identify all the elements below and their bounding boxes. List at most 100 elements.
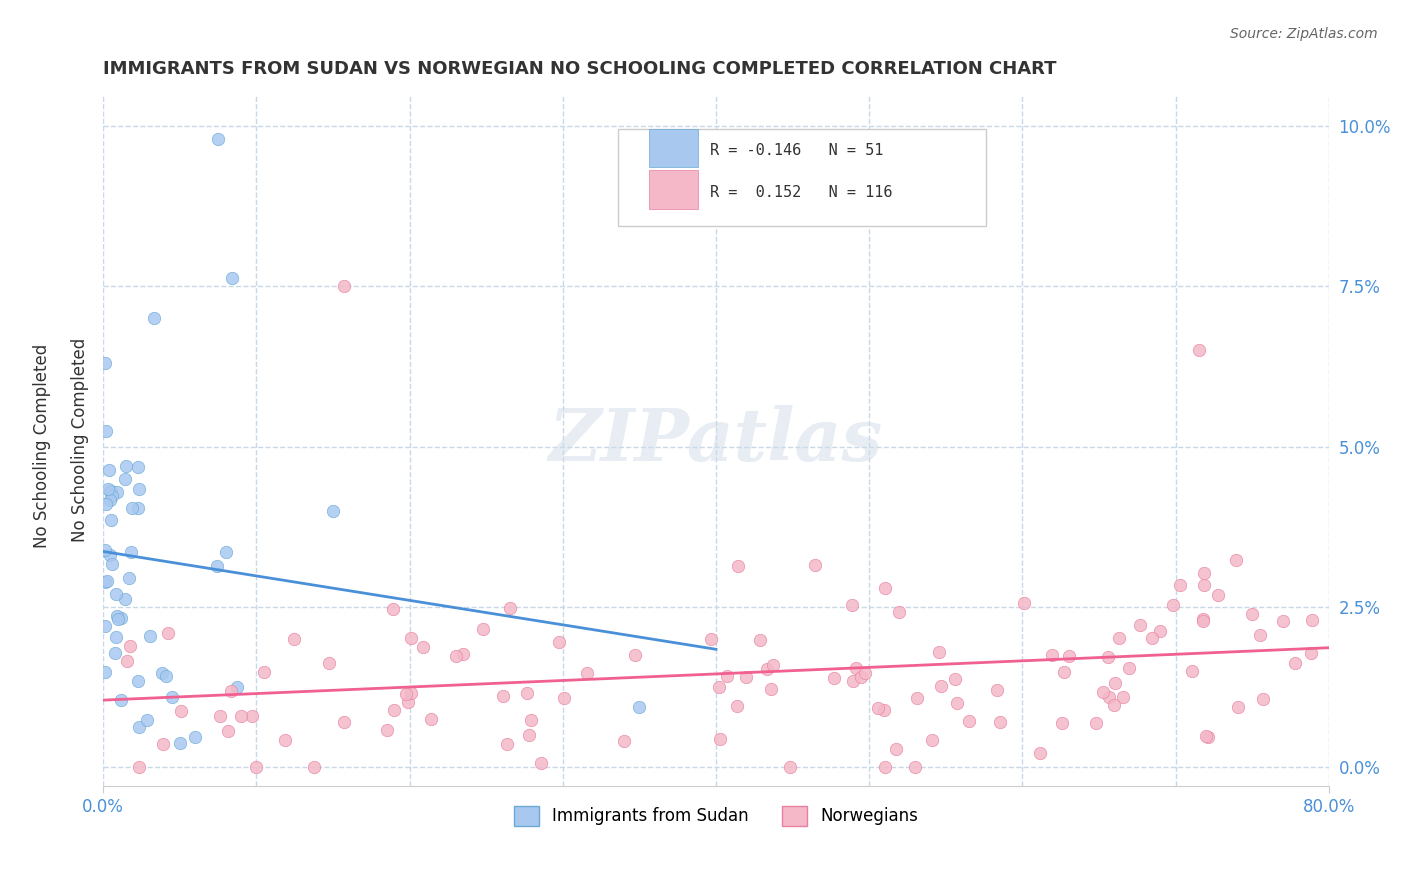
Bar bbox=[648, 129, 697, 167]
Point bbox=[986, 683, 1008, 698]
Point bbox=[105, 587, 128, 601]
Point bbox=[128, 720, 150, 734]
Point bbox=[207, 132, 229, 146]
Point bbox=[240, 709, 263, 723]
Bar bbox=[648, 170, 697, 209]
Text: No Schooling Completed: No Schooling Completed bbox=[34, 344, 51, 548]
Point bbox=[160, 690, 183, 705]
Point bbox=[1192, 612, 1215, 626]
Point bbox=[904, 759, 927, 773]
Point bbox=[1249, 628, 1271, 642]
Point bbox=[444, 648, 467, 663]
Point bbox=[1012, 595, 1035, 609]
Point bbox=[217, 724, 239, 739]
FancyBboxPatch shape bbox=[617, 129, 986, 226]
Point bbox=[553, 691, 575, 706]
Point bbox=[624, 648, 647, 663]
Point bbox=[1118, 661, 1140, 675]
Point bbox=[1301, 646, 1323, 660]
Point bbox=[97, 463, 120, 477]
Point bbox=[779, 759, 801, 773]
Point bbox=[395, 687, 418, 701]
Point bbox=[748, 632, 770, 647]
Point bbox=[127, 500, 149, 515]
Point bbox=[1192, 614, 1215, 628]
Text: ZIPatlas: ZIPatlas bbox=[548, 405, 883, 475]
Point bbox=[451, 647, 474, 661]
Point bbox=[921, 732, 943, 747]
Point bbox=[399, 631, 422, 645]
Point bbox=[115, 459, 138, 474]
Point bbox=[155, 669, 177, 683]
Point bbox=[105, 608, 128, 623]
Point bbox=[219, 683, 242, 698]
Point bbox=[127, 674, 149, 689]
Point bbox=[1052, 716, 1074, 731]
Point bbox=[1149, 624, 1171, 639]
Point bbox=[1053, 665, 1076, 679]
Text: Source: ZipAtlas.com: Source: ZipAtlas.com bbox=[1230, 27, 1378, 41]
Point bbox=[333, 715, 356, 730]
Point bbox=[128, 759, 150, 773]
Point bbox=[905, 690, 928, 705]
Point bbox=[868, 701, 890, 715]
Point bbox=[709, 731, 731, 746]
Point bbox=[1142, 632, 1164, 646]
Point bbox=[381, 602, 404, 616]
Point bbox=[1163, 598, 1185, 612]
Point bbox=[628, 700, 651, 714]
Point bbox=[401, 686, 423, 700]
Point bbox=[105, 630, 128, 644]
Point bbox=[100, 483, 122, 498]
Point bbox=[946, 697, 969, 711]
Point bbox=[98, 492, 121, 507]
Point bbox=[231, 709, 253, 723]
Point bbox=[245, 759, 267, 773]
Point bbox=[100, 489, 122, 503]
Point bbox=[1102, 698, 1125, 712]
Point bbox=[170, 704, 193, 718]
Point bbox=[517, 728, 540, 742]
Point bbox=[547, 635, 569, 649]
Point bbox=[252, 665, 274, 680]
Point bbox=[150, 666, 173, 681]
Point bbox=[93, 356, 115, 370]
Point bbox=[841, 598, 863, 612]
Point bbox=[96, 497, 118, 511]
Point bbox=[1111, 690, 1133, 704]
Point bbox=[94, 665, 117, 679]
Point bbox=[318, 657, 340, 671]
Point bbox=[382, 702, 405, 716]
Point bbox=[873, 703, 896, 717]
Point bbox=[221, 270, 243, 285]
Point bbox=[1040, 648, 1063, 662]
Point bbox=[412, 640, 434, 655]
Point bbox=[1097, 690, 1119, 704]
Point bbox=[530, 756, 553, 770]
Point bbox=[110, 692, 132, 706]
Point bbox=[322, 504, 344, 518]
Point bbox=[128, 482, 150, 496]
Point bbox=[1108, 631, 1130, 645]
Point bbox=[205, 558, 228, 573]
Point bbox=[121, 501, 143, 516]
Point bbox=[104, 646, 127, 660]
Point bbox=[1206, 588, 1229, 602]
Point bbox=[1225, 553, 1247, 567]
Text: R =  0.152   N = 116: R = 0.152 N = 116 bbox=[710, 186, 893, 200]
Point bbox=[110, 610, 132, 624]
Point bbox=[209, 709, 232, 723]
Point bbox=[152, 737, 174, 751]
Point bbox=[142, 311, 165, 326]
Point bbox=[1194, 566, 1216, 581]
Point bbox=[115, 654, 138, 668]
Point bbox=[873, 582, 896, 596]
Point bbox=[1129, 618, 1152, 632]
Point bbox=[1195, 729, 1218, 743]
Point bbox=[226, 680, 249, 694]
Point bbox=[1181, 664, 1204, 678]
Point bbox=[1284, 656, 1306, 670]
Point bbox=[98, 484, 121, 499]
Point bbox=[114, 472, 136, 486]
Point bbox=[136, 713, 159, 727]
